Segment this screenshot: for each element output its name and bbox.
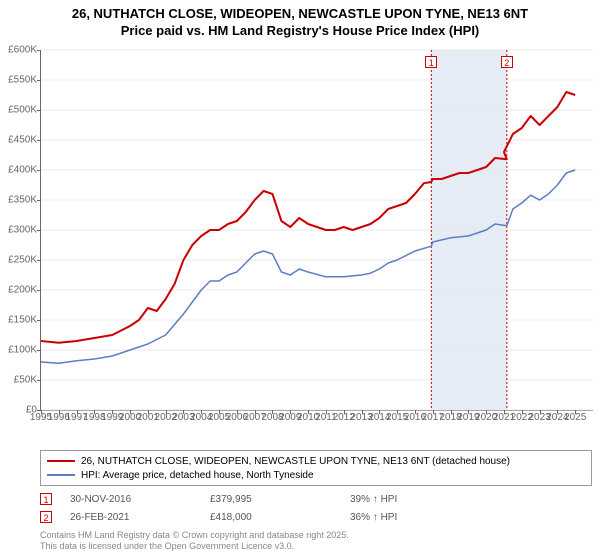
sale-row: 2 26-FEB-2021£418,00036% ↑ HPI <box>40 508 490 526</box>
title-line-2: Price paid vs. HM Land Registry's House … <box>121 23 480 38</box>
ytick-mark <box>37 50 41 51</box>
series-hpi <box>41 170 575 363</box>
sale-row: 1 30-NOV-2016£379,99539% ↑ HPI <box>40 490 490 508</box>
ytick-label: £200K <box>8 285 37 296</box>
xtick-label: 2025 <box>564 412 586 423</box>
chart-container: 26, NUTHATCH CLOSE, WIDEOPEN, NEWCASTLE … <box>0 0 600 560</box>
ytick-mark <box>37 110 41 111</box>
chart-title: 26, NUTHATCH CLOSE, WIDEOPEN, NEWCASTLE … <box>0 0 600 40</box>
legend: 26, NUTHATCH CLOSE, WIDEOPEN, NEWCASTLE … <box>40 450 592 486</box>
legend-row: 26, NUTHATCH CLOSE, WIDEOPEN, NEWCASTLE … <box>47 454 585 468</box>
ytick-label: £150K <box>8 315 37 326</box>
ytick-label: £600K <box>8 45 37 56</box>
ytick-mark <box>37 260 41 261</box>
sale-marker-1: 1 <box>425 56 437 68</box>
ytick-mark <box>37 80 41 81</box>
legend-row: HPI: Average price, detached house, Nort… <box>47 468 585 482</box>
ytick-label: £450K <box>8 135 37 146</box>
sale-date: 30-NOV-2016 <box>70 494 210 505</box>
ytick-mark <box>37 170 41 171</box>
sales-table: 1 30-NOV-2016£379,99539% ↑ HPI 2 26-FEB-202… <box>40 490 490 526</box>
sale-delta: 36% ↑ HPI <box>350 512 490 523</box>
ytick-mark <box>37 380 41 381</box>
ytick-label: £400K <box>8 165 37 176</box>
ytick-label: £300K <box>8 225 37 236</box>
ytick-mark <box>37 290 41 291</box>
sale-date: 26-FEB-2021 <box>70 512 210 523</box>
sale-row-marker: 1 <box>40 493 52 505</box>
chart-plot-wrap: £0£50K£100K£150K£200K£250K£300K£350K£400… <box>40 50 592 430</box>
legend-label: HPI: Average price, detached house, Nort… <box>81 470 314 481</box>
ytick-mark <box>37 140 41 141</box>
ytick-mark <box>37 320 41 321</box>
footnote-line-1: Contains HM Land Registry data © Crown c… <box>40 530 349 540</box>
ytick-label: £500K <box>8 105 37 116</box>
ytick-label: £550K <box>8 75 37 86</box>
plot-svg <box>41 50 593 410</box>
ytick-mark <box>37 200 41 201</box>
legend-label: 26, NUTHATCH CLOSE, WIDEOPEN, NEWCASTLE … <box>81 456 510 467</box>
ytick-mark <box>37 230 41 231</box>
ytick-mark <box>37 350 41 351</box>
footnote: Contains HM Land Registry data © Crown c… <box>40 530 349 552</box>
sale-delta: 39% ↑ HPI <box>350 494 490 505</box>
ytick-label: £350K <box>8 195 37 206</box>
plot-area: £0£50K£100K£150K£200K£250K£300K£350K£400… <box>40 50 593 411</box>
sale-row-marker: 2 <box>40 511 52 523</box>
series-property <box>41 92 575 343</box>
ytick-label: £100K <box>8 345 37 356</box>
legend-swatch <box>47 474 75 476</box>
sale-price: £379,995 <box>210 494 350 505</box>
sale-price: £418,000 <box>210 512 350 523</box>
ytick-label: £250K <box>8 255 37 266</box>
ytick-label: £50K <box>14 375 37 386</box>
legend-swatch <box>47 460 75 462</box>
title-line-1: 26, NUTHATCH CLOSE, WIDEOPEN, NEWCASTLE … <box>72 6 528 21</box>
sale-marker-2: 2 <box>501 56 513 68</box>
footnote-line-2: This data is licensed under the Open Gov… <box>40 541 294 551</box>
